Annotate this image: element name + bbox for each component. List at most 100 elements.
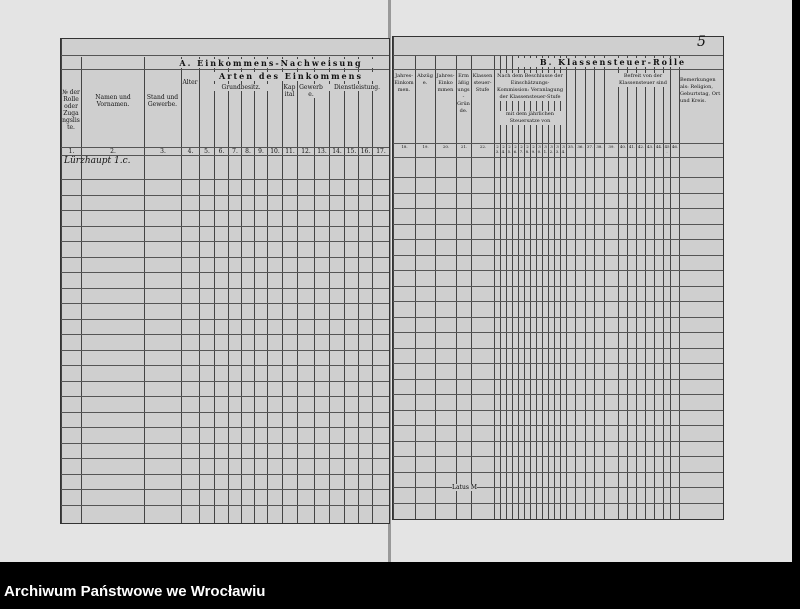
- row-line: [393, 301, 723, 302]
- column-line: [144, 57, 145, 523]
- row-line: [61, 272, 389, 273]
- row-line: [61, 365, 389, 366]
- row-line: [61, 396, 389, 397]
- row-line: [61, 287, 389, 289]
- row-line: [393, 332, 723, 333]
- column-number: 1.: [62, 148, 81, 155]
- column-number: 24.: [501, 144, 506, 154]
- group-kapital: Kapital: [283, 84, 296, 98]
- column-line: [241, 57, 242, 523]
- header-rolle: № der Rolle oder Zugangsliste.: [62, 89, 80, 131]
- column-line: [61, 39, 62, 523]
- row-line: [61, 427, 389, 428]
- column-number: 38.: [595, 144, 604, 149]
- column-number: 12.: [298, 148, 314, 155]
- column-line: [530, 55, 531, 519]
- row-line: [61, 318, 389, 320]
- column-line: [282, 57, 283, 523]
- row-line: [61, 194, 389, 196]
- row-line: [61, 210, 389, 211]
- column-number: 25.: [507, 144, 512, 154]
- row-line: [393, 425, 723, 426]
- group-dienst: Dienstleistung.: [326, 84, 388, 91]
- header-jahres2: Jahres-Einkommen: [436, 73, 455, 94]
- group-grundbesitz: Grundbesitz.: [201, 84, 281, 91]
- column-line: [604, 55, 605, 519]
- column-line: [254, 57, 255, 523]
- row-line: [393, 456, 723, 457]
- handwritten-entry: Lürzhaupt 1.c.: [64, 156, 131, 166]
- column-line: [636, 55, 637, 519]
- column-line: [500, 55, 501, 519]
- column-number: 27.: [519, 144, 524, 154]
- row-line: [61, 489, 389, 490]
- row-line: [61, 69, 389, 70]
- row-line: [393, 223, 723, 225]
- row-line: [61, 442, 389, 444]
- class-tax-table: B. Klassensteuer-Rolle Jahres-Einkommen.…: [392, 36, 724, 520]
- column-line: [344, 57, 345, 523]
- column-number: 20.: [436, 144, 456, 149]
- row-line: [61, 256, 389, 258]
- column-line: [297, 57, 298, 523]
- column-number: 45.: [664, 144, 670, 154]
- header-jahres: Jahres-Einkommen.: [394, 73, 414, 94]
- row-line: [393, 192, 723, 194]
- row-line: [393, 471, 723, 473]
- column-number: 17.: [373, 148, 389, 155]
- column-line: [548, 55, 549, 519]
- column-line: [670, 55, 671, 519]
- column-number: 31.: [543, 144, 548, 154]
- column-line: [456, 55, 457, 519]
- column-number: 26.: [513, 144, 518, 154]
- column-line: [372, 57, 373, 523]
- column-line: [618, 55, 619, 519]
- column-number: 13.: [315, 148, 329, 155]
- column-line: [663, 55, 664, 519]
- column-line: [415, 55, 416, 519]
- header-veranlagung: Nach dem Beschlusse der Einschätzungs-Ko…: [495, 73, 565, 101]
- row-line: [393, 347, 723, 349]
- column-line: [554, 55, 555, 519]
- column-line: [267, 57, 268, 523]
- row-line: [61, 458, 389, 459]
- row-line: [61, 504, 389, 506]
- column-line: [645, 55, 646, 519]
- row-line: [393, 177, 723, 178]
- column-number: 3.: [145, 148, 181, 155]
- tax-title: B. Klassensteuer-Rolle: [513, 58, 713, 67]
- row-line: [393, 254, 723, 256]
- column-line: [181, 57, 182, 523]
- row-line: [393, 239, 723, 240]
- column-line: [393, 37, 394, 519]
- column-number: 21.: [457, 144, 471, 149]
- column-line: [471, 55, 472, 519]
- header-ermaessigung: Ermäßigungs-Gründe.: [457, 73, 470, 115]
- column-number: 22.: [472, 144, 494, 149]
- column-number: 10.: [268, 148, 282, 155]
- column-line: [228, 57, 229, 523]
- column-line: [314, 57, 315, 523]
- column-line: [560, 55, 561, 519]
- column-line: [506, 55, 507, 519]
- column-line: [654, 55, 655, 519]
- row-line: [393, 502, 723, 504]
- column-number: 4.: [182, 148, 199, 155]
- column-line: [679, 55, 680, 519]
- column-number: 40.: [619, 144, 627, 149]
- column-number: 41.: [628, 144, 636, 149]
- column-number: 6.: [215, 148, 228, 155]
- column-line: [494, 55, 495, 519]
- row-line: [393, 143, 723, 144]
- column-number: 46.: [671, 144, 679, 149]
- column-number: 39.: [605, 144, 618, 149]
- archive-name: Archiwum Państwowe we Wrocławiu: [4, 583, 266, 600]
- row-line: [61, 334, 389, 335]
- column-line: [329, 57, 330, 523]
- income-title: A. Einkommens-Nachweisung: [161, 59, 381, 68]
- header-abzuege: Abzüge.: [416, 73, 434, 87]
- column-number: 29.: [531, 144, 536, 154]
- header-befreit: Befreit von der Klassensteuer sind: [618, 73, 668, 87]
- row-line: [393, 378, 723, 380]
- column-number: 23.: [495, 144, 500, 154]
